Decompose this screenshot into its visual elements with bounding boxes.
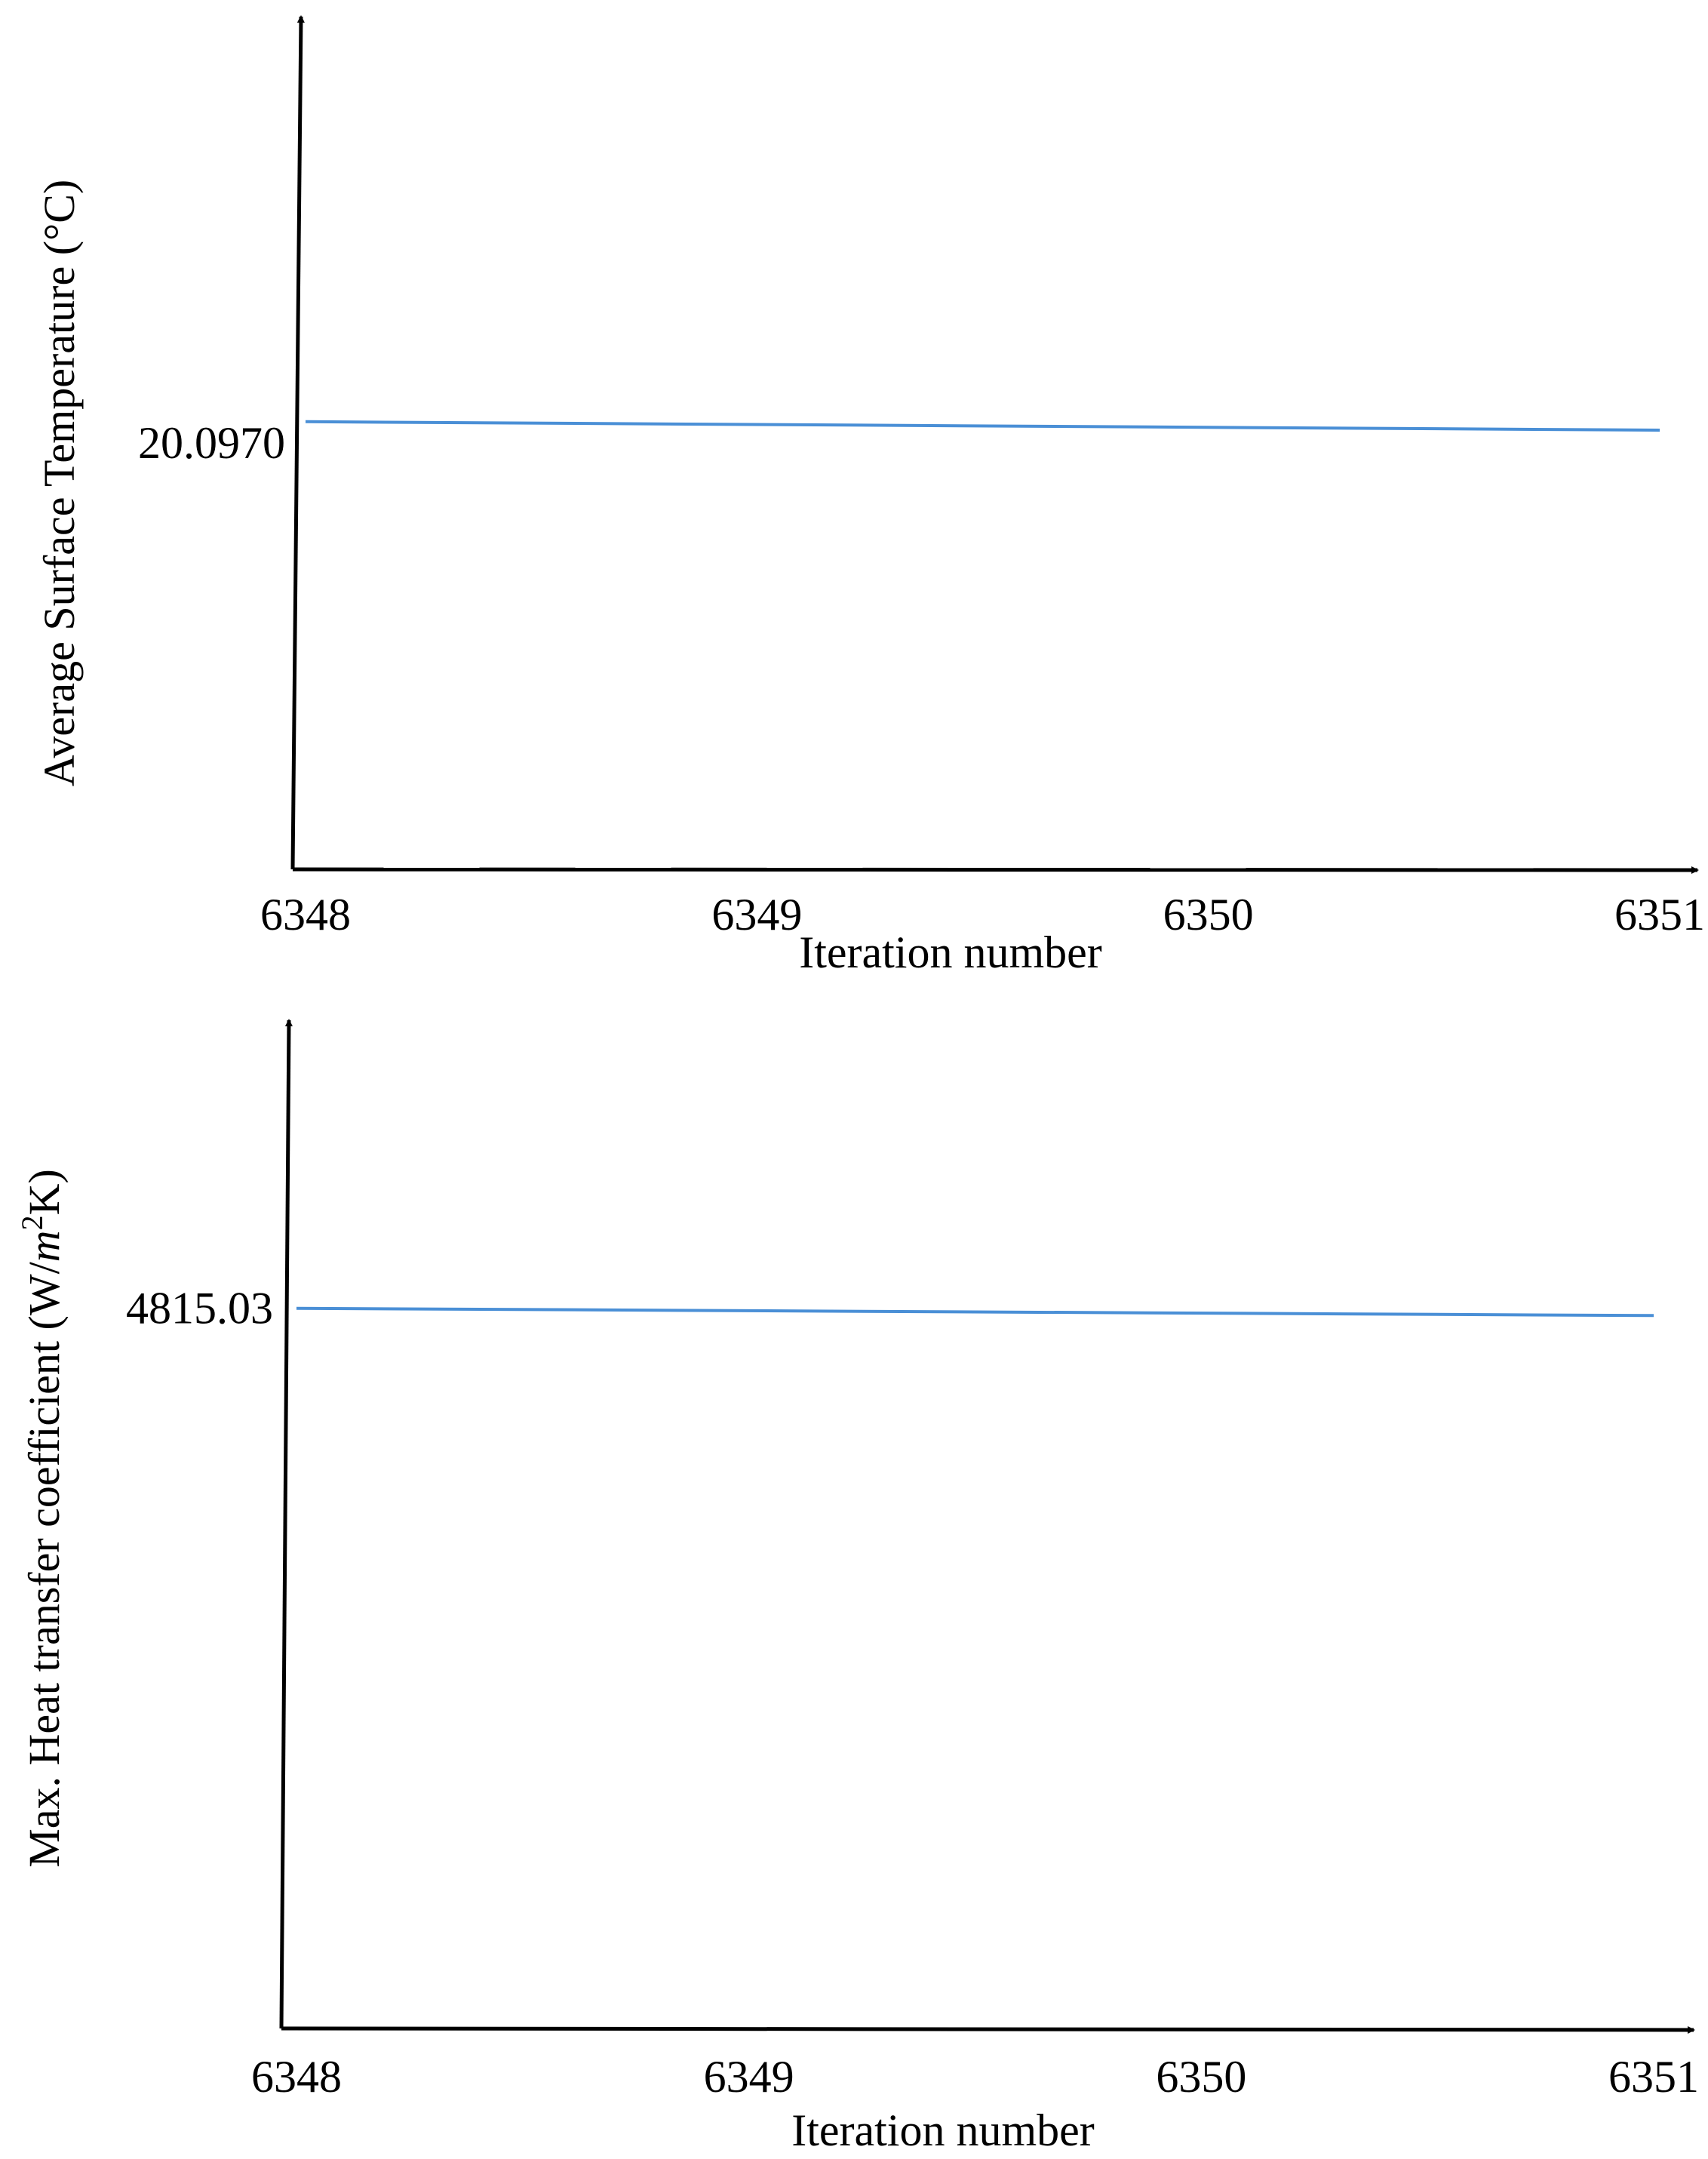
- chart-2-series-line: [296, 1306, 1654, 1318]
- chart-2-x-axis: [281, 2025, 1695, 2034]
- chart-2: 6348 6349 6350 6351 4815.03 Iteration numbe…: [15, 1019, 1699, 2155]
- chart-1-x-tick-label: 6348: [260, 890, 351, 940]
- chart-2-y-axis-label: Max. Heat transfer coefficient (W/m2K): [15, 1169, 69, 1868]
- chart-2-y-axis-label-main: Max. Heat transfer coefficient (W/: [20, 1261, 69, 1867]
- chart-1-x-tick-label: 6350: [1163, 890, 1254, 940]
- chart-2-x-axis-label: Iteration number: [791, 2105, 1095, 2155]
- chart-2-x-tick-label: 6351: [1608, 2052, 1699, 2102]
- chart-1: 6348 6349 6350 6351 20.0970 Iteration numbe…: [35, 15, 1705, 977]
- chart-1-y-axis: [290, 15, 305, 870]
- chart-1-series-line: [305, 420, 1660, 432]
- chart-1-y-axis-label: Average Surface Temperature (°C): [35, 180, 84, 786]
- chart-2-x-tick-label: 6348: [251, 2052, 342, 2102]
- chart-2-y-tick-label: 4815.03: [126, 1284, 273, 1333]
- chart-1-x-axis: [292, 866, 1699, 874]
- chart-2-x-tick-label: 6350: [1156, 2052, 1246, 2102]
- chart-2-y-axis-label-unit-end: K): [20, 1169, 69, 1215]
- chart-2-x-tick-label: 6349: [704, 2052, 794, 2102]
- chart-2-y-axis-label-unit-exp: 2: [15, 1215, 49, 1230]
- chart-1-x-tick-label: 6351: [1614, 890, 1705, 940]
- chart-2-y-axis-label-unit-m: m: [20, 1230, 69, 1262]
- chart-1-y-tick-label: 20.0970: [138, 418, 285, 468]
- chart-1-x-tick-label: 6349: [711, 890, 802, 940]
- chart-2-y-axis: [279, 1019, 293, 2029]
- chart-1-x-axis-label: Iteration number: [799, 927, 1102, 977]
